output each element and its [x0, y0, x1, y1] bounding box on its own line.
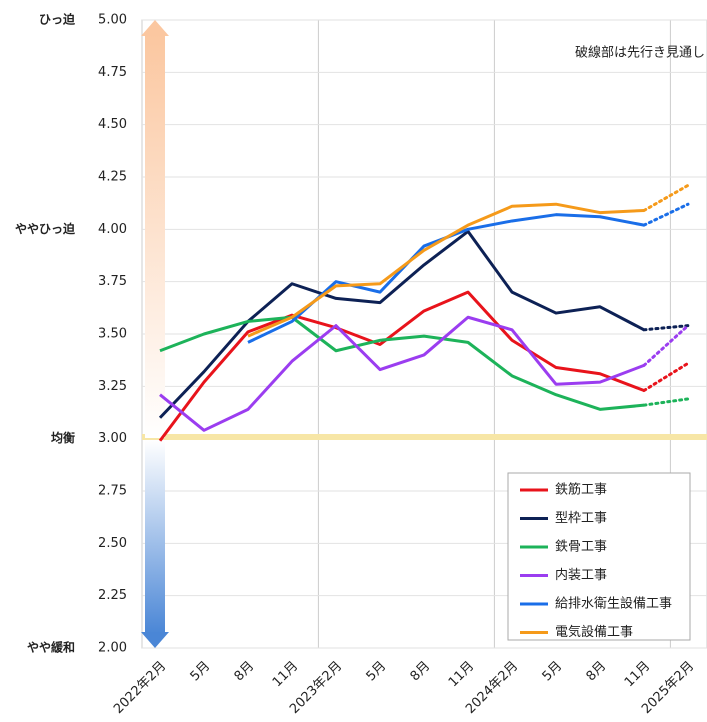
legend-label: 内装工事: [555, 567, 607, 583]
y-tick-label: 4.75: [98, 65, 127, 80]
series-line: [159, 315, 645, 411]
level-label: 均衡: [51, 430, 75, 445]
level-label: ひっ迫: [39, 12, 76, 27]
x-tick-label: 2022年2月: [111, 659, 169, 717]
legend-label: 型枠工事: [555, 511, 607, 526]
x-tick-label: 5月: [188, 659, 214, 685]
series-line: [158, 290, 645, 442]
up-arrow: [145, 34, 165, 438]
legend-label: 電気設備工事: [555, 624, 633, 640]
y-tick-label: 4.00: [98, 222, 127, 237]
x-tick-label: 8月: [232, 659, 258, 685]
forecast-line: [642, 202, 690, 227]
y-tick-label: 2.00: [98, 641, 127, 656]
balance-band: [142, 434, 707, 440]
forecast-line: [642, 324, 690, 367]
y-tick-label: 2.50: [98, 536, 127, 551]
down-arrow-head: [141, 632, 169, 648]
y-tick-label: 4.25: [98, 170, 127, 185]
series-line: [247, 213, 645, 344]
level-label: ややひっ迫: [15, 221, 76, 236]
y-tick-label: 4.50: [98, 117, 127, 132]
series-line: [158, 229, 645, 419]
forecast-line: [642, 361, 690, 393]
x-tick-label: 8月: [584, 659, 610, 685]
y-tick-label: 3.75: [98, 274, 127, 289]
y-tick-label: 2.75: [98, 484, 127, 499]
legend-label: 給排水衛生設備工事: [555, 596, 672, 612]
up-arrow-head: [141, 20, 169, 36]
x-tick-label: 11月: [270, 659, 301, 690]
x-tick-label: 11月: [622, 659, 653, 690]
y-tick-label: 5.00: [98, 13, 127, 28]
forecast-line: [642, 183, 690, 212]
legend: [507, 472, 691, 641]
x-tick-label: 11月: [446, 659, 477, 690]
down-arrow: [145, 440, 165, 634]
legend-label: 鉄骨工事: [555, 540, 607, 555]
series-line: [159, 315, 645, 432]
y-tick-label: 3.25: [98, 379, 127, 394]
level-label: やや緩和: [27, 640, 75, 655]
series-line: [247, 202, 645, 338]
x-tick-label: 5月: [540, 659, 566, 685]
forecast-line: [642, 324, 690, 332]
forecast-line: [642, 397, 690, 407]
y-tick-label: 2.25: [98, 588, 127, 603]
x-tick-label: 8月: [408, 659, 434, 685]
y-tick-label: 3.50: [98, 327, 127, 342]
annotation: 破線部は先行き見通し: [575, 45, 705, 61]
x-tick-label: 5月: [364, 659, 390, 685]
legend-label: 鉄筋工事: [555, 482, 607, 498]
y-tick-label: 3.00: [98, 431, 127, 446]
